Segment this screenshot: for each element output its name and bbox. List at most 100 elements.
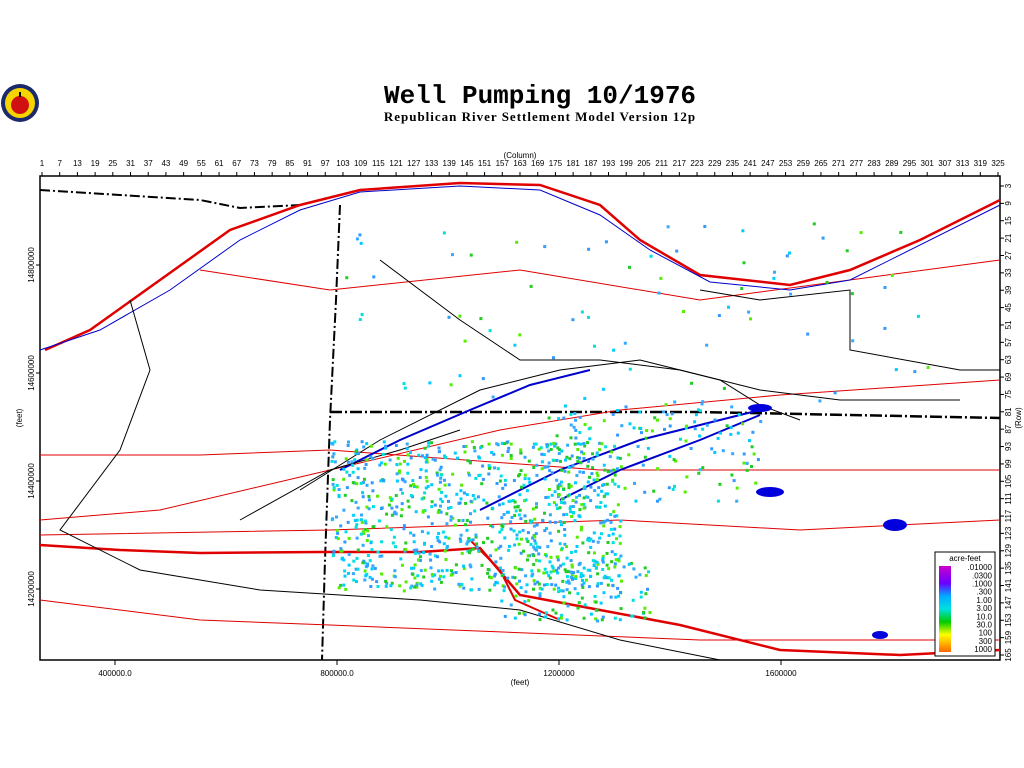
pumping-cell bbox=[396, 456, 400, 460]
pumping-cell bbox=[616, 456, 620, 460]
pumping-cell bbox=[391, 541, 395, 545]
pumping-cell bbox=[553, 520, 557, 524]
pumping-cell bbox=[433, 587, 437, 591]
legend: acre-feet bbox=[934, 551, 996, 657]
pumping-cell bbox=[614, 595, 618, 599]
pumping-cell bbox=[694, 413, 698, 417]
pumping-cell bbox=[682, 310, 685, 313]
pumping-cell bbox=[558, 542, 562, 546]
pumping-cell bbox=[735, 486, 739, 490]
pumping-cell bbox=[569, 412, 573, 416]
pumping-cell bbox=[360, 513, 363, 517]
pumping-cell bbox=[545, 443, 549, 447]
pumping-cell bbox=[705, 343, 709, 347]
pumping-cell bbox=[664, 403, 668, 407]
pumping-cell bbox=[403, 549, 407, 553]
pumping-cell bbox=[507, 548, 511, 552]
pumping-cell bbox=[387, 503, 391, 507]
pumping-cell bbox=[469, 499, 473, 503]
pumping-cell bbox=[575, 495, 579, 499]
pumping-cell bbox=[598, 441, 602, 445]
pumping-cell bbox=[653, 416, 657, 420]
pumping-cell bbox=[458, 374, 462, 378]
pumping-cell bbox=[619, 465, 623, 469]
pumping-cell bbox=[552, 569, 556, 573]
pumping-cell bbox=[503, 585, 507, 589]
pumping-cell bbox=[468, 548, 472, 552]
pumping-cell bbox=[698, 468, 702, 472]
pumping-cell bbox=[595, 560, 599, 564]
pumping-cell bbox=[583, 485, 587, 489]
pumping-cell bbox=[759, 420, 763, 423]
pumping-cell bbox=[566, 570, 570, 574]
pumping-cell bbox=[500, 573, 504, 577]
pumping-cell bbox=[606, 541, 610, 544]
pumping-cell bbox=[523, 613, 527, 617]
pumping-cell bbox=[644, 592, 648, 596]
legend-label: .1000 bbox=[972, 580, 993, 589]
pumping-cell bbox=[571, 318, 575, 322]
pumping-cell bbox=[470, 440, 474, 444]
pumping-cell bbox=[557, 417, 561, 421]
pumping-cell bbox=[506, 450, 510, 453]
column-tick-label: 55 bbox=[197, 159, 206, 168]
pumping-cell bbox=[619, 554, 623, 558]
pumping-cell bbox=[409, 531, 413, 535]
pumping-cell bbox=[532, 587, 535, 591]
pumping-cell bbox=[354, 526, 358, 529]
row-tick-label: 51 bbox=[1004, 320, 1013, 329]
pumping-cell bbox=[613, 473, 617, 477]
pumping-cell bbox=[515, 533, 519, 537]
road bbox=[199, 259, 1001, 301]
pumping-cell bbox=[564, 570, 568, 574]
pumping-cell bbox=[616, 586, 620, 590]
legend-label: .300 bbox=[976, 588, 992, 597]
pumping-cell bbox=[735, 499, 739, 503]
pumping-cell bbox=[481, 477, 485, 481]
pumping-cell bbox=[729, 426, 733, 430]
pumping-cell bbox=[634, 575, 638, 579]
pumping-cell bbox=[559, 480, 563, 484]
pumping-cell bbox=[488, 575, 491, 579]
pumping-cell bbox=[551, 458, 555, 462]
pumping-cell bbox=[458, 314, 462, 318]
pumping-cell bbox=[403, 480, 407, 484]
pumping-cell bbox=[347, 536, 351, 540]
pumping-cell bbox=[538, 594, 542, 598]
pumping-cell bbox=[597, 486, 601, 490]
pumping-cell bbox=[544, 496, 548, 499]
pumping-cell bbox=[530, 519, 534, 523]
pumping-cell bbox=[361, 561, 365, 565]
pumping-cell bbox=[404, 547, 408, 551]
pumping-cell bbox=[574, 500, 578, 504]
pumping-cell bbox=[552, 441, 556, 445]
pumping-cell bbox=[492, 452, 496, 456]
row-tick-label: 3 bbox=[1004, 183, 1013, 188]
pumping-cell bbox=[462, 491, 466, 495]
pumping-cell bbox=[571, 464, 575, 468]
pumping-cell bbox=[596, 619, 599, 623]
pumping-cell bbox=[618, 456, 622, 460]
pumping-cell bbox=[439, 476, 443, 480]
pumping-cell bbox=[589, 537, 593, 541]
pumping-cell bbox=[551, 608, 555, 612]
pumping-cell bbox=[469, 512, 472, 516]
pumping-cell bbox=[603, 574, 607, 578]
pumping-cell bbox=[587, 551, 591, 555]
pumping-cell bbox=[656, 467, 660, 471]
pumping-cell bbox=[335, 483, 339, 487]
pumping-cell bbox=[641, 463, 645, 467]
pumping-cell bbox=[365, 505, 369, 509]
column-tick-label: 13 bbox=[73, 159, 82, 168]
pumping-cell bbox=[750, 465, 753, 468]
pumping-cell bbox=[332, 549, 336, 553]
pumping-cell bbox=[668, 454, 672, 458]
pumping-cell bbox=[394, 494, 398, 497]
pumping-cell bbox=[566, 494, 570, 498]
pumping-cell bbox=[369, 540, 373, 544]
pumping-cell bbox=[522, 483, 526, 487]
pumping-cell bbox=[607, 567, 611, 571]
column-tick-label: 127 bbox=[407, 159, 421, 168]
pumping-cell bbox=[384, 444, 388, 448]
pumping-cell bbox=[556, 487, 560, 490]
